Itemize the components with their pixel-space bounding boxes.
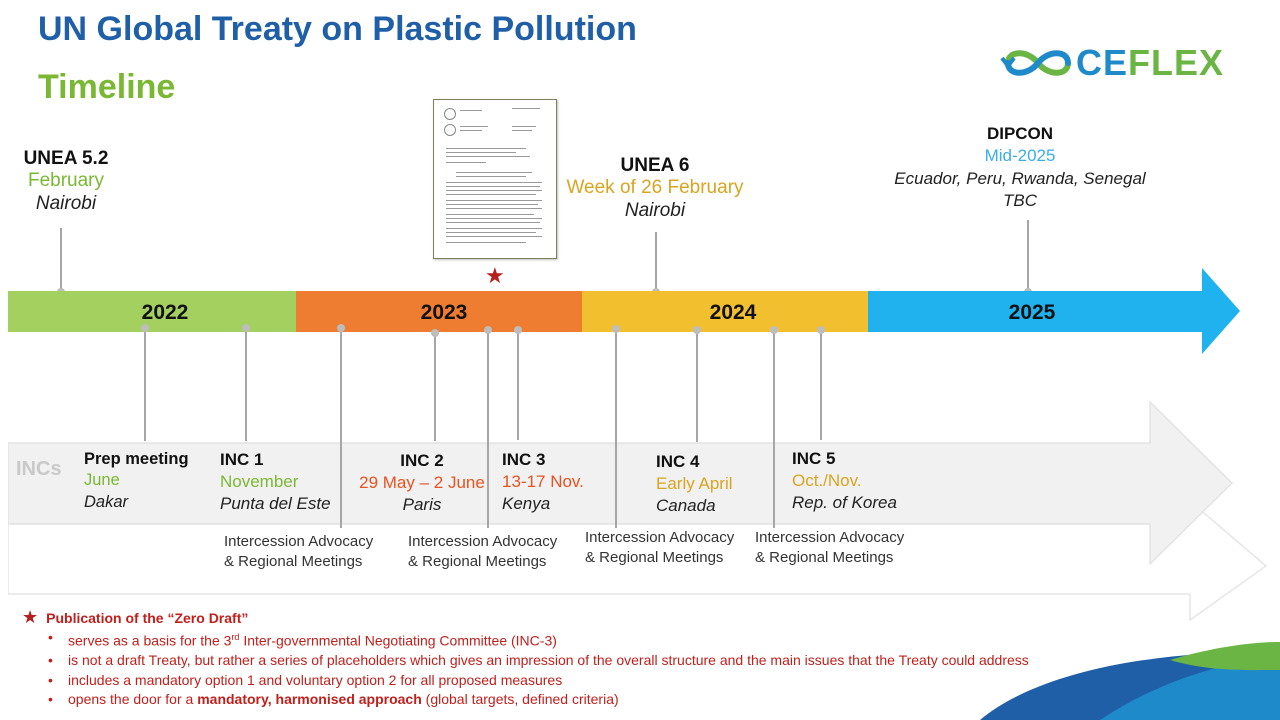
event-place: Nairobi [35, 192, 97, 214]
connector-dot [612, 325, 620, 333]
note-item: is not a draft Treaty, but rather a seri… [48, 651, 1029, 671]
inc-place: Dakar [84, 492, 129, 511]
event-place: Ecuador, Peru, Rwanda, Senegal [894, 168, 1146, 188]
inc-place: Punta del Este [220, 494, 331, 514]
year-label-2023: 2023 [420, 301, 468, 324]
inc-place: Kenya [502, 494, 551, 514]
intersession-line1: Intercession Advocacy [585, 529, 735, 546]
year-label-2024: 2024 [709, 301, 757, 324]
event-date: Week of 26 February [566, 177, 744, 199]
page-subtitle: Timeline [38, 68, 176, 106]
note-item: includes a mandatory option 1 and volunt… [48, 671, 1029, 691]
note-item: opens the door for a mandatory, harmonis… [48, 690, 1029, 710]
connector-dot [817, 326, 825, 334]
connector-dot [693, 326, 701, 334]
inc-name: INC 3 [502, 450, 546, 469]
connector-line [615, 329, 617, 528]
inc-date: 13-17 Nov. [502, 472, 584, 492]
intersession-line2: & Regional Meetings [755, 548, 894, 566]
intersession-line1: Intercession Advocacy [755, 529, 905, 546]
inc-place: Paris [402, 495, 442, 515]
connector-line [434, 333, 436, 441]
ceflex-logo: CEFLEX [1000, 40, 1245, 86]
connector-dot [770, 326, 778, 334]
connector-line [1027, 220, 1029, 292]
event-place-note: TBC [1003, 191, 1037, 211]
intersession-label: Intercession Advocacy & Regional Meeting… [408, 532, 557, 572]
connector-line [773, 330, 775, 528]
inc-place: Canada [656, 496, 716, 516]
inc-name: INC 5 [792, 449, 836, 468]
connector-dot [431, 329, 439, 337]
connector-dot [141, 324, 149, 332]
connector-line [820, 330, 822, 440]
connector-dot [242, 324, 250, 332]
event-date: February [27, 170, 105, 192]
connector-dot [337, 324, 345, 332]
intersession-line2: & Regional Meetings [408, 552, 547, 570]
notes-heading: Publication of the “Zero Draft” [46, 610, 249, 626]
event-unea-6: UNEA 6 Week of 26 February Nairobi [540, 155, 770, 222]
year-bar-2024 [582, 291, 868, 332]
year-label-2022: 2022 [141, 301, 189, 324]
year-bar-2025-arrow [868, 268, 1240, 354]
inc-date: Early April [656, 474, 733, 494]
inc-2: INC 2 29 May – 2 June Paris [342, 450, 502, 516]
inc-5: INC 5 Oct./Nov. Rep. of Korea [792, 448, 897, 514]
intersession-label: Intercession Advocacy & Regional Meeting… [585, 528, 734, 568]
inc-date: Oct./Nov. [792, 471, 862, 491]
decorative-swoosh [980, 642, 1280, 720]
connector-line [517, 330, 519, 440]
intersession-line2: & Regional Meetings [224, 552, 363, 570]
connector-line [245, 328, 247, 441]
zero-draft-notes: ★ Publication of the “Zero Draft” serves … [22, 608, 1029, 710]
connector-dot [514, 326, 522, 334]
star-icon: ★ [22, 607, 39, 627]
inc-4: INC 4 Early April Canada [656, 451, 733, 517]
inc-1: INC 1 November Punta del Este [220, 449, 331, 515]
inc-prep-meeting: Prep meeting June Dakar [84, 449, 189, 513]
year-label-2025: 2025 [1008, 301, 1056, 324]
intersession-label: Intercession Advocacy & Regional Meeting… [755, 528, 904, 568]
inc-3: INC 3 13-17 Nov. Kenya [502, 449, 584, 515]
note-item: serves as a basis for the 3rd Inter-gove… [48, 628, 1029, 651]
zero-draft-star-icon: ★ [485, 263, 505, 288]
event-name: DIPCON [986, 124, 1054, 143]
zero-draft-document-thumbnail [433, 99, 557, 259]
inc-arrows [8, 400, 1268, 622]
event-name: UNEA 5.2 [23, 148, 109, 169]
connector-line [696, 330, 698, 442]
inc-date: 29 May – 2 June [359, 473, 485, 493]
intersession-line1: Intercession Advocacy [224, 533, 374, 550]
logo-text-ce: CE [1076, 42, 1129, 83]
event-unea-5-2: UNEA 5.2 February Nairobi [0, 148, 132, 215]
connector-line [340, 328, 342, 528]
intersession-line1: Intercession Advocacy [408, 533, 558, 550]
connector-line [60, 228, 62, 292]
connector-line [655, 232, 657, 292]
connector-line [144, 328, 146, 441]
inc-name: Prep meeting [84, 450, 189, 468]
inc-date: June [84, 471, 120, 490]
event-name: UNEA 6 [620, 155, 690, 176]
inc-name: INC 4 [656, 452, 700, 471]
logo-text-flex: FLEX [1128, 42, 1225, 83]
incs-label: INCs [16, 458, 62, 480]
event-date: Mid-2025 [984, 146, 1056, 166]
event-place: Nairobi [624, 199, 686, 221]
inc-place: Rep. of Korea [792, 493, 897, 513]
inc-name: INC 2 [400, 451, 444, 470]
connector-line [487, 330, 489, 528]
inc-name: INC 1 [220, 450, 264, 469]
intersession-label: Intercession Advocacy & Regional Meeting… [224, 532, 373, 572]
infinity-icon [1000, 50, 1071, 76]
inc-date: November [220, 472, 299, 492]
intersession-line2: & Regional Meetings [585, 548, 724, 566]
connector-dot [484, 326, 492, 334]
page-title: UN Global Treaty on Plastic Pollution [38, 10, 637, 48]
event-dipcon: DIPCON Mid-2025 Ecuador, Peru, Rwanda, S… [880, 123, 1160, 213]
